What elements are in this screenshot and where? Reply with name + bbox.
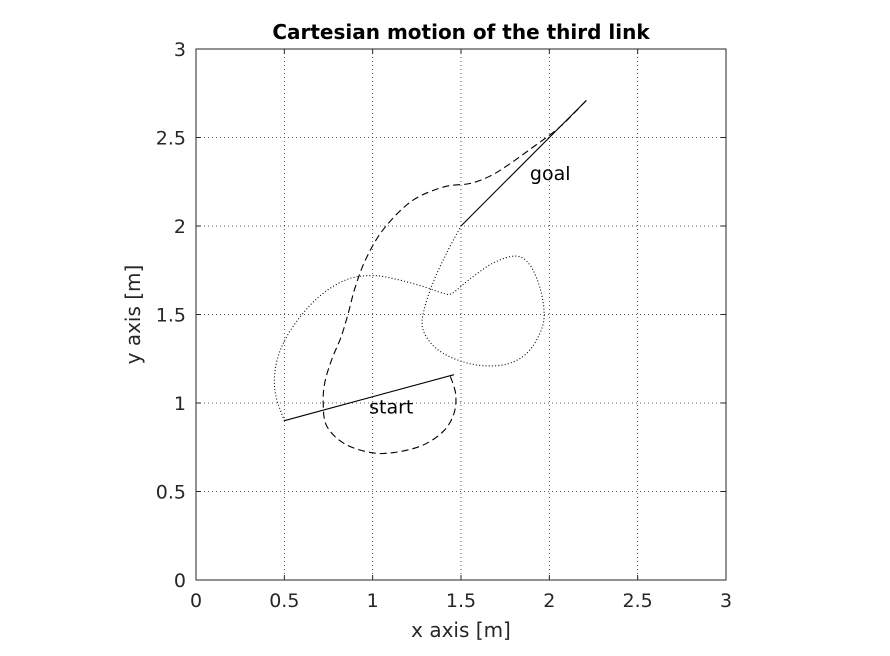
- plot-series: [273, 99, 587, 455]
- y-axis-label: y axis [m]: [121, 265, 145, 365]
- x-axis-label: x axis [m]: [411, 618, 511, 642]
- y-tick-label: 0: [174, 570, 186, 592]
- x-tick-label: 3: [720, 590, 732, 612]
- x-tick-label: 1: [367, 590, 379, 612]
- annotations: start goal: [369, 163, 570, 419]
- y-tick-label: 1.5: [156, 305, 186, 327]
- annotation-start: start: [369, 397, 413, 419]
- series-dashed-line-2: [322, 99, 587, 455]
- annotation-goal: goal: [530, 163, 571, 185]
- y-tick-label: 2.5: [156, 128, 186, 150]
- x-tick-label: 1.5: [446, 590, 476, 612]
- series-solid-line-0: [284, 374, 455, 422]
- y-tick-label: 2: [174, 216, 186, 238]
- y-tick-label: 3: [174, 39, 186, 61]
- series-dotted-line-3: [273, 225, 545, 421]
- y-tick-label: 1: [174, 393, 186, 415]
- x-tick-label: 2: [543, 590, 555, 612]
- ticks: 0 0.5 1 1.5 2 2.5 3 0 0.5 1 1.5 2 2.5 3: [156, 39, 732, 612]
- series-solid-line-1: [460, 99, 587, 227]
- grid-lines: [196, 49, 726, 580]
- y-tick-label: 0.5: [156, 482, 186, 504]
- x-tick-label: 2.5: [623, 590, 653, 612]
- x-tick-label: 0.5: [269, 590, 299, 612]
- chart-title: Cartesian motion of the third link: [272, 20, 650, 44]
- x-tick-label: 0: [190, 590, 202, 612]
